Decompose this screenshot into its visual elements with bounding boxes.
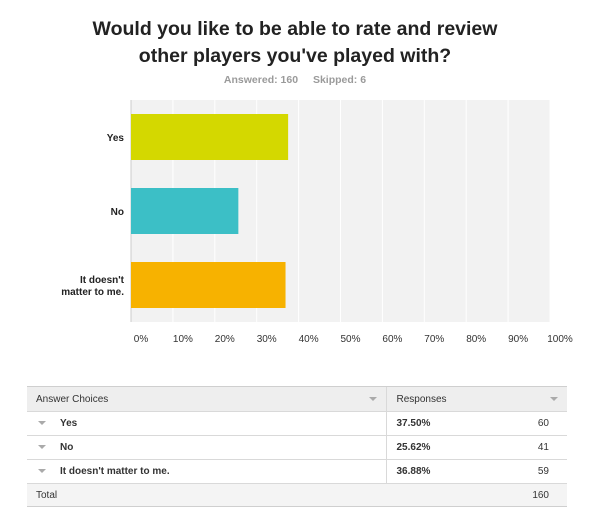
skipped-count: Skipped: 6 [312, 74, 367, 86]
category-label: It doesn't [80, 275, 125, 286]
answer-choices-header[interactable]: Answer Choices [27, 386, 387, 412]
response-percent: 25.62% [396, 442, 431, 453]
x-tick-label: 60% [382, 334, 402, 345]
table-total-row: Total 160 [27, 483, 567, 507]
responses-table: Answer Choices Responses Yes 37.50% 60 No… [27, 386, 567, 507]
response-count: 60 [537, 418, 549, 429]
response-stats: Answered: 160 Skipped: 6 [0, 74, 590, 86]
question-title: Would you like to be able to rate and re… [0, 16, 590, 70]
x-tick-label: 50% [340, 334, 360, 345]
responses-header-label: Responses [396, 393, 447, 405]
answer-label: Yes [60, 418, 78, 429]
expand-arrow-icon[interactable] [38, 445, 46, 450]
x-tick-label: 90% [508, 334, 528, 345]
total-count: 160 [532, 490, 549, 501]
answered-count: Answered: 160 [223, 74, 299, 86]
x-tick-label: 70% [424, 334, 444, 345]
x-tick-label: 10% [173, 334, 193, 345]
bar [131, 188, 239, 234]
table-header-row: Answer Choices Responses [27, 386, 567, 412]
x-tick-label: 20% [215, 334, 235, 345]
answer-label: It doesn't matter to me. [60, 466, 170, 477]
x-tick-label: 100% [547, 334, 573, 345]
answer-label: No [60, 442, 74, 453]
sort-arrow-icon[interactable] [550, 397, 558, 401]
table-row: Yes 37.50% 60 [27, 411, 567, 436]
question-title-line-1: Would you like to be able to rate and re… [92, 18, 498, 40]
response-count: 41 [537, 442, 549, 453]
expand-arrow-icon[interactable] [38, 469, 46, 474]
x-tick-label: 0% [134, 334, 149, 345]
response-count: 59 [537, 466, 549, 477]
expand-arrow-icon[interactable] [38, 421, 46, 426]
table-row: It doesn't matter to me. 36.88% 59 [27, 459, 567, 484]
responses-header[interactable]: Responses [386, 386, 567, 412]
x-tick-label: 80% [466, 334, 486, 345]
category-label: No [111, 207, 124, 218]
x-tick-label: 30% [257, 334, 277, 345]
category-label: matter to me. [61, 287, 124, 298]
total-label: Total [36, 489, 58, 501]
bar [131, 114, 289, 160]
table-row: No 25.62% 41 [27, 435, 567, 460]
category-label: Yes [107, 133, 125, 144]
sort-arrow-icon[interactable] [369, 397, 378, 401]
response-percent: 37.50% [396, 418, 431, 429]
question-title-line-2: other players you've played with? [138, 45, 452, 67]
bar-chart: 0% 10% 20% 30% 40% 50% 60% 70% 80% 90% 100% Yes No It… [61, 100, 573, 345]
response-percent: 36.88% [396, 466, 431, 477]
answer-choices-header-label: Answer Choices [36, 393, 109, 405]
bar [131, 262, 286, 308]
x-tick-label: 40% [299, 334, 319, 345]
